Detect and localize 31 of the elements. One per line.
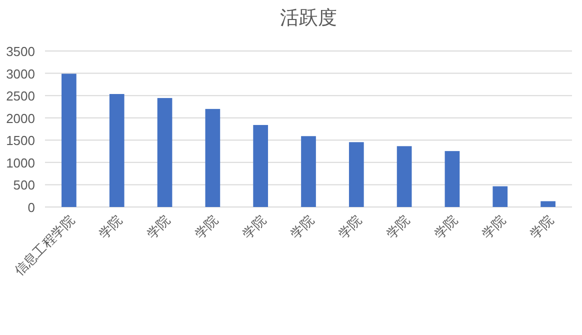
x-tick-label: 信息工程学院 [11, 212, 78, 278]
bar [540, 201, 556, 207]
bar [492, 186, 508, 207]
x-tick-label: 学院 [383, 212, 412, 242]
y-tick-label: 3500 [6, 44, 35, 59]
x-tick-label: 学院 [96, 212, 125, 242]
bar [301, 136, 316, 207]
bar [253, 124, 268, 207]
y-tick-label: 3000 [6, 66, 35, 82]
bar [348, 142, 364, 207]
y-tick-label: 0 [28, 200, 35, 215]
x-tick-label: 学院 [192, 212, 221, 242]
x-tick-label: 学院 [479, 212, 508, 242]
x-tick-label: 学院 [527, 212, 556, 242]
bar [396, 146, 412, 207]
y-tick-label: 500 [13, 178, 35, 193]
bar [62, 74, 76, 207]
y-tick-label: 1000 [6, 155, 35, 170]
x-tick-label: 学院 [240, 212, 269, 242]
x-tick-label: 学院 [144, 212, 173, 242]
bar [444, 151, 460, 207]
y-tick-label: 2000 [6, 110, 35, 126]
x-tick-label: 学院 [288, 212, 317, 242]
bar [205, 108, 220, 207]
bar [157, 98, 172, 207]
x-tick-label: 学院 [431, 212, 460, 242]
chart-title: 活跃度 [280, 7, 337, 29]
bar [109, 94, 124, 207]
y-tick-label: 2500 [6, 88, 35, 104]
x-tick-label: 学院 [336, 212, 365, 242]
y-tick-label: 1500 [6, 133, 35, 148]
